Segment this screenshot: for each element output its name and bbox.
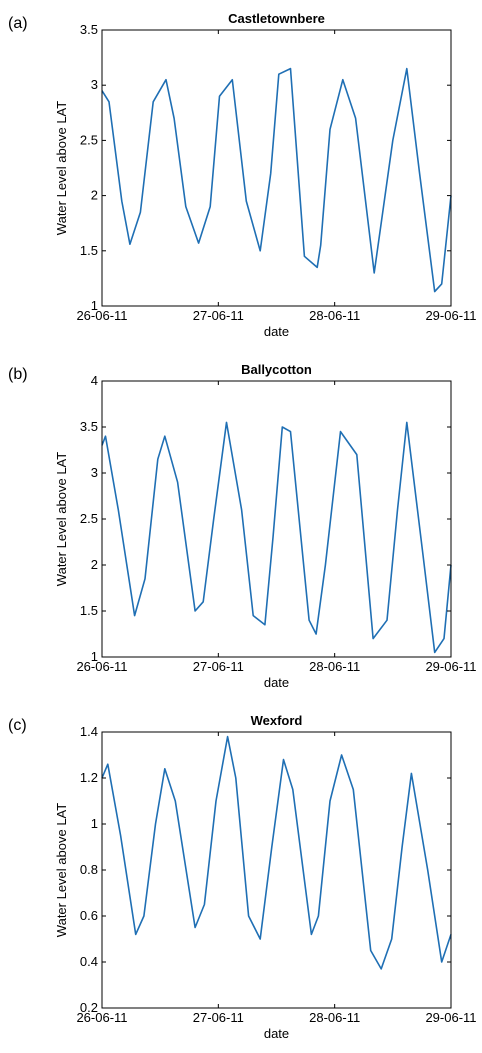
y-tick-label-b: 1.5 bbox=[80, 603, 98, 618]
x-tick-label-c: 28-06-11 bbox=[309, 1010, 360, 1025]
y-tick-label-b: 3 bbox=[91, 465, 98, 480]
panel-label-c: (c) bbox=[8, 717, 27, 734]
x-tick-label-b: 29-06-11 bbox=[425, 659, 476, 674]
y-tick-label-c: 1 bbox=[91, 816, 98, 831]
y-tick-label-c: 1.2 bbox=[80, 770, 98, 785]
x-axis-label-b: date bbox=[264, 675, 289, 690]
y-tick-label-a: 2.5 bbox=[80, 132, 98, 147]
y-tick-label-c: 0.4 bbox=[80, 954, 98, 969]
x-tick-label-b: 26-06-11 bbox=[76, 659, 127, 674]
chart-panel-c: 0.2 0.4 0.6 0.8 1 1.2 1.4 26-06-11 27-06-11 28-06… bbox=[0, 702, 482, 1053]
x-tick-label-a: 29-06-11 bbox=[425, 308, 476, 323]
y-tick-label-b: 2.5 bbox=[80, 511, 98, 526]
plot-frame-b bbox=[101, 380, 452, 658]
y-axis-label-c: Water Level above LAT bbox=[54, 803, 69, 937]
x-tick-label-b: 28-06-11 bbox=[309, 659, 360, 674]
panel-label-b: (b) bbox=[8, 366, 28, 383]
y-axis-label-b: Water Level above LAT bbox=[54, 452, 69, 586]
y-axis-label-a: Water Level above LAT bbox=[54, 101, 69, 235]
x-tick-label-c: 29-06-11 bbox=[425, 1010, 476, 1025]
plot-frame-c bbox=[101, 731, 452, 1009]
y-tick-label-b: 4 bbox=[91, 373, 98, 388]
plot-frame-a bbox=[101, 29, 452, 307]
y-tick-label-a: 1 bbox=[91, 298, 98, 313]
x-axis-label-c: date bbox=[264, 1026, 289, 1041]
y-tick-label-c: 0.8 bbox=[80, 862, 98, 877]
chart-svg-b: 1 1.5 2 2.5 3 3.5 4 26-06-11 27-06-11 28-06-11 29-… bbox=[8, 362, 477, 690]
chart-title-a: Castletownbere bbox=[228, 11, 325, 26]
x-tick-label-a: 26-06-11 bbox=[76, 308, 127, 323]
y-tick-label-b: 3.5 bbox=[80, 419, 98, 434]
chart-panel-a: 1 1.5 2 2.5 3 3.5 26-06-11 27-06-11 28-06-11 29-0… bbox=[0, 0, 482, 351]
y-tick-label-b: 1 bbox=[91, 649, 98, 664]
panel-label-a: (a) bbox=[8, 15, 28, 32]
chart-title-b: Ballycotton bbox=[241, 362, 312, 377]
x-tick-label-c: 26-06-11 bbox=[76, 1010, 127, 1025]
chart-panel-b: 1 1.5 2 2.5 3 3.5 4 26-06-11 27-06-11 28-06-11 29-… bbox=[0, 351, 482, 702]
x-tick-label-a: 28-06-11 bbox=[309, 308, 360, 323]
y-tick-label-a: 2 bbox=[91, 188, 98, 203]
chart-svg-c: 0.2 0.4 0.6 0.8 1 1.2 1.4 26-06-11 27-06-11 28-06… bbox=[8, 713, 477, 1041]
water-level-line-c bbox=[101, 735, 452, 970]
x-tick-label-a: 27-06-11 bbox=[193, 308, 244, 323]
y-tick-label-a: 3.5 bbox=[80, 22, 98, 37]
y-tick-label-c: 1.4 bbox=[80, 724, 98, 739]
y-tick-label-c: 0.6 bbox=[80, 908, 98, 923]
water-level-line-a bbox=[101, 67, 452, 293]
y-tick-label-a: 3 bbox=[91, 77, 98, 92]
chart-svg-a: 1 1.5 2 2.5 3 3.5 26-06-11 27-06-11 28-06-11 29-0… bbox=[8, 11, 477, 339]
y-tick-label-a: 1.5 bbox=[80, 243, 98, 258]
y-tick-label-c: 0.2 bbox=[80, 1000, 98, 1015]
x-tick-label-c: 27-06-11 bbox=[193, 1010, 244, 1025]
x-axis-label-a: date bbox=[264, 324, 289, 339]
y-tick-label-b: 2 bbox=[91, 557, 98, 572]
water-level-line-b bbox=[101, 421, 452, 654]
chart-title-c: Wexford bbox=[251, 713, 303, 728]
x-tick-label-b: 27-06-11 bbox=[193, 659, 244, 674]
